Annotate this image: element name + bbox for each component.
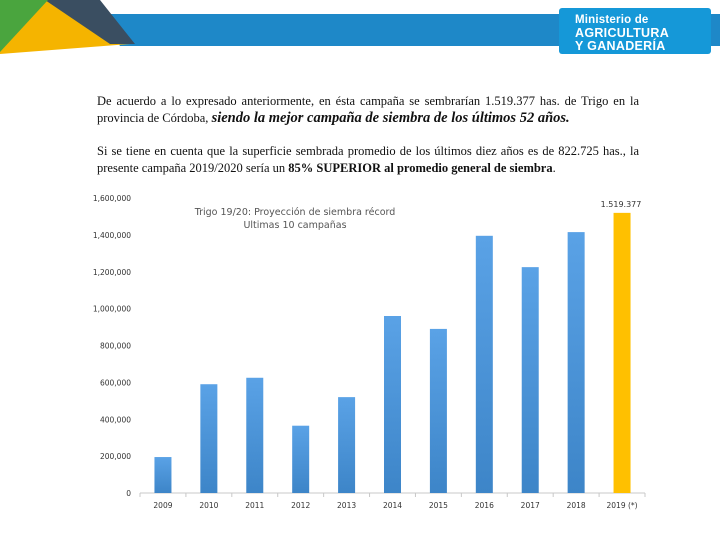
x-tick-label: 2018 <box>567 501 586 510</box>
y-tick-label: 200,000 <box>100 452 131 461</box>
logo-line-1: Ministerio de <box>575 14 649 26</box>
bar-2015 <box>429 328 447 493</box>
intro-emphasis: siendo la mejor campaña de siembra de lo… <box>211 110 570 126</box>
bar-2012 <box>292 425 310 493</box>
bar-2016 <box>475 235 493 493</box>
ministry-logo: Ministerio de AGRICULTURA Y GANADERÍA <box>559 8 711 54</box>
logo-line-2: AGRICULTURA <box>575 26 670 40</box>
x-tick-label: 2012 <box>291 501 310 510</box>
x-tick-label: 2009 <box>153 501 172 510</box>
x-axis: 2009 2010 2011 2012 2013 2014 2015 2016 2017 2018… <box>139 492 646 510</box>
y-axis: 0 200,000 400,000 600,000 800,000 1,000,000 1,… <box>93 194 131 498</box>
x-tick-label: 2015 <box>429 501 448 510</box>
bar-2013 <box>338 397 356 493</box>
bar-2009 <box>154 457 172 493</box>
bar-2019 <box>613 212 631 493</box>
chart-subtitle: Ultimas 10 campañas <box>243 220 346 231</box>
y-tick-label: 1,200,000 <box>93 268 131 277</box>
x-tick-label: 2014 <box>383 501 402 510</box>
bar-2014 <box>384 316 401 493</box>
x-tick-label: 2013 <box>337 501 356 510</box>
y-tick-label: 1,400,000 <box>93 231 131 240</box>
x-tick-label: 2017 <box>521 501 540 510</box>
x-tick-label: 2011 <box>245 501 264 510</box>
highlight-value-label: 1.519.377 <box>601 200 642 209</box>
y-tick-label: 800,000 <box>100 342 131 351</box>
x-tick-label: 2010 <box>199 501 218 510</box>
y-tick-label: 400,000 <box>100 415 131 424</box>
intro-text: De acuerdo a lo expresado anteriormente,… <box>97 94 639 125</box>
comparison-strong: 85% SUPERIOR al promedio general de siem… <box>288 161 553 175</box>
header-slate-shape <box>45 0 135 44</box>
bar-2011 <box>246 377 264 493</box>
y-tick-label: 0 <box>126 489 131 498</box>
comparison-end: . <box>552 161 556 175</box>
comparison-text: Si se tiene en cuenta que la superficie … <box>97 144 639 175</box>
intro-paragraph: De acuerdo a lo expresado anteriormente,… <box>97 93 639 127</box>
y-tick-label: 1,000,000 <box>93 305 131 314</box>
x-tick-label: 2019 (*) <box>607 501 638 510</box>
bar-2010 <box>200 384 218 493</box>
header-green-shape <box>0 0 48 52</box>
bar-2018 <box>567 232 585 493</box>
logo-line-3: Y GANADERÍA <box>575 39 666 53</box>
bar-2017 <box>521 267 539 493</box>
comparison-paragraph: Si se tiene en cuenta que la superficie … <box>97 143 639 177</box>
chart-title: Trigo 19/20: Proyección de siembra récor… <box>194 207 396 218</box>
y-tick-label: 1,600,000 <box>93 194 131 203</box>
x-tick-label: 2016 <box>475 501 494 510</box>
y-tick-label: 600,000 <box>100 378 131 387</box>
bar-series <box>154 212 631 493</box>
